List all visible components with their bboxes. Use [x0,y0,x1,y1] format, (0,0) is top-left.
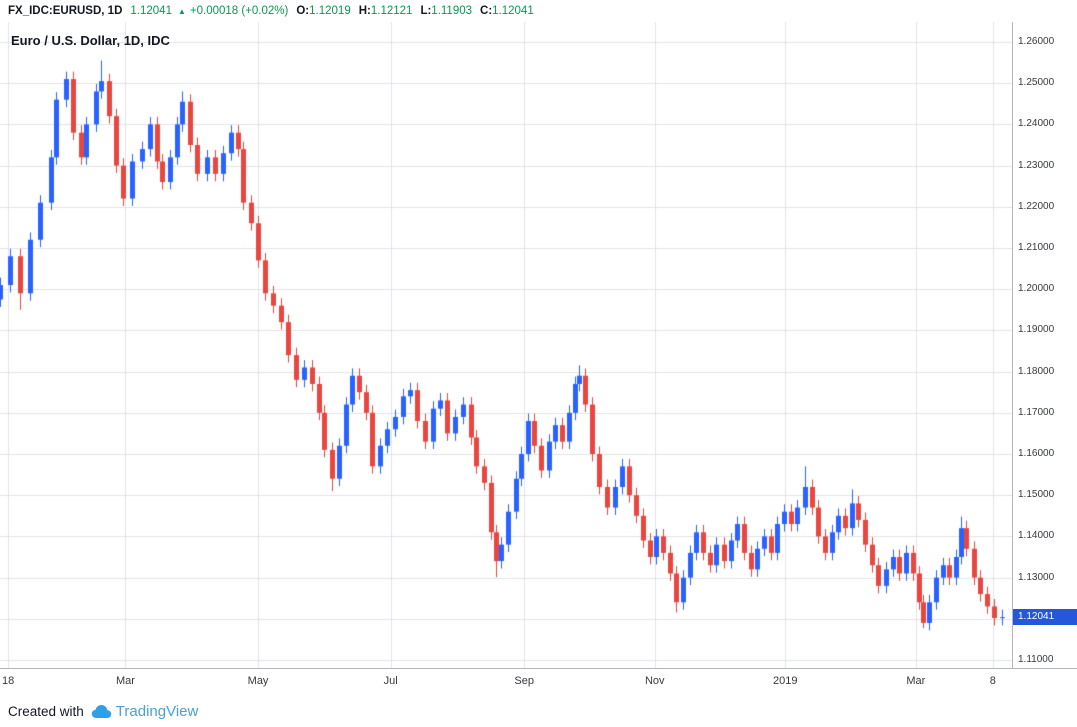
tradingview-link[interactable]: TradingView [84,702,199,720]
low-label: L: [420,5,432,17]
close-value: C:1.12041 [480,5,534,17]
price-axis-label: 1.11000 [1018,654,1054,665]
time-axis-label: 2019 [773,675,798,687]
time-axis-label: Mar [116,675,135,687]
open-label: O: [296,5,310,17]
tradingview-logo-icon [91,704,112,719]
time-axis-label: Jul [383,675,398,687]
symbol-title: FX_IDC:EURUSD, 1D [8,5,123,17]
price-axis-label: 1.26000 [1018,36,1055,47]
price-axis-label: 1.25000 [1018,77,1055,89]
time-axis[interactable]: 18 Mar May Jul Sep Nov 2019 Mar 8 [0,668,1077,695]
last-price: 1.12041 [130,5,172,17]
price-axis-label: 1.16000 [1018,448,1055,459]
close-price: 1.12041 [492,5,534,17]
created-with-text: Created with [8,703,84,719]
price-axis-label: 1.21000 [1018,242,1055,253]
close-label: C: [480,5,493,17]
price-axis-label: 1.22000 [1018,200,1055,212]
last-price-badge: 1.12041 [1013,609,1077,626]
low-value: L:1.11903 [420,5,472,17]
chart-area: Euro / U.S. Dollar, 1D, IDC 1.12041 1.26… [0,22,1077,668]
price-axis-label: 1.20000 [1018,283,1055,295]
time-axis-label: 18 [1,675,15,687]
price-axis-label: 1.24000 [1018,118,1055,130]
high-label: H: [358,5,371,17]
candlestick-chart-canvas[interactable] [0,22,1012,668]
symbol-info-bar: FX_IDC:EURUSD, 1D 1.12041 ▲ +0.00018 (+0… [0,0,1077,22]
low-price: 1.11903 [431,5,473,17]
price-axis-label: 1.23000 [1018,159,1055,171]
price-axis-label: 1.18000 [1018,365,1055,377]
price-axis-label: 1.15000 [1018,489,1055,501]
up-arrow-icon: ▲ [177,6,186,16]
time-axis-label: 8 [989,675,996,687]
price-axis-label: 1.13000 [1018,571,1055,583]
price-axis[interactable]: 1.12041 1.26000 1.25000 1.24000 1.23000 1.22… [1012,22,1077,668]
chart-legend: Euro / U.S. Dollar, 1D, IDC [11,33,170,48]
attribution-footer: Created with TradingView [0,695,1077,727]
time-axis-label: May [247,675,269,687]
high-price: 1.12121 [370,5,413,17]
open-value: O:1.12019 [296,5,350,17]
price-axis-label: 1.14000 [1018,530,1055,542]
price-change: +0.00018 (+0.02%) [189,5,289,17]
time-axis-label: Mar [906,675,926,687]
high-value: H:1.12121 [359,5,413,17]
time-axis-label: Sep [514,675,534,687]
time-axis-label: Nov [644,675,665,687]
open-price: 1.12019 [309,5,351,17]
price-axis-label: 1.19000 [1018,324,1055,336]
price-axis-label: 1.17000 [1018,406,1055,418]
tradingview-wordmark: TradingView [115,702,199,720]
